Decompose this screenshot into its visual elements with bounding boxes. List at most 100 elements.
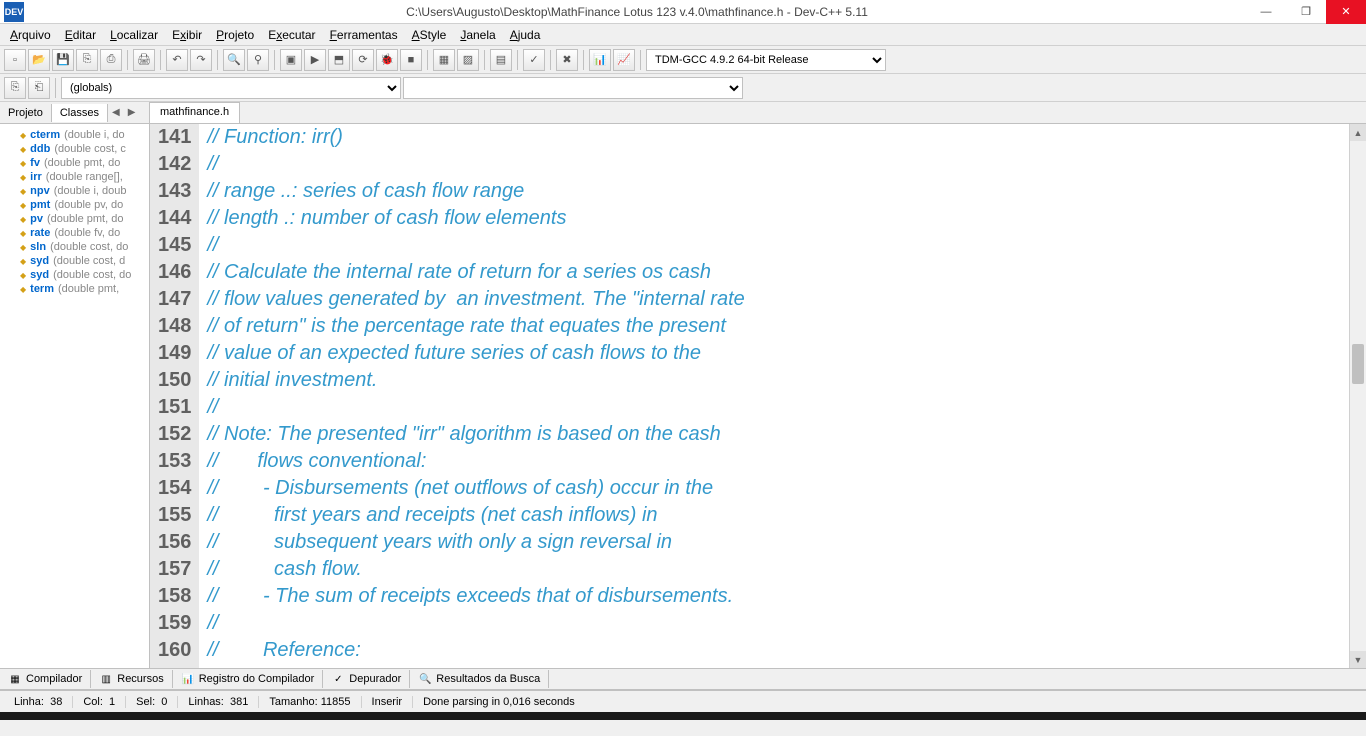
bullet-icon: ◆ bbox=[20, 243, 26, 252]
tab-registro[interactable]: 📊Registro do Compilador bbox=[173, 670, 324, 688]
class-tree[interactable]: ◆ cterm(double i, do◆ ddb(double cost, c… bbox=[0, 124, 149, 668]
stop-icon[interactable]: ■ bbox=[400, 49, 422, 71]
run-icon[interactable]: ▶ bbox=[304, 49, 326, 71]
rebuild-icon[interactable]: ⟳ bbox=[352, 49, 374, 71]
menu-ajuda[interactable]: Ajuda bbox=[504, 26, 547, 44]
tab-compilador[interactable]: ▦Compilador bbox=[0, 670, 91, 688]
tree-item[interactable]: ◆ pv(double pmt, do bbox=[0, 212, 149, 226]
status-tamanho: Tamanho: 11855 bbox=[259, 696, 361, 708]
tree-item[interactable]: ◆ term(double pmt, bbox=[0, 282, 149, 296]
bullet-icon: ◆ bbox=[20, 159, 26, 168]
separator bbox=[583, 50, 584, 70]
status-sel: Sel: 0 bbox=[126, 696, 178, 708]
save-icon[interactable]: 💾 bbox=[52, 49, 74, 71]
globals-select[interactable]: (globals) bbox=[61, 77, 401, 99]
tree-item[interactable]: ◆ syd(double cost, d bbox=[0, 254, 149, 268]
resources-icon: ▥ bbox=[99, 672, 113, 686]
menu-exibir[interactable]: Exibir bbox=[166, 26, 208, 44]
bullet-icon: ◆ bbox=[20, 173, 26, 182]
tree-item[interactable]: ◆ sln(double cost, do bbox=[0, 240, 149, 254]
members-select[interactable] bbox=[403, 77, 743, 99]
tab-resultados[interactable]: 🔍Resultados da Busca bbox=[410, 670, 549, 688]
menu-executar[interactable]: Executar bbox=[262, 26, 321, 44]
code-area[interactable]: // Function: irr()//// range ..: series … bbox=[199, 124, 1366, 668]
menu-janela[interactable]: Janela bbox=[454, 26, 501, 44]
close-button[interactable]: ✕ bbox=[1326, 0, 1366, 24]
tab-projeto[interactable]: Projeto bbox=[0, 104, 52, 122]
menu-bar: Arquivo Editar Localizar Exibir Projeto … bbox=[0, 24, 1366, 46]
taskbar-hint bbox=[0, 712, 1366, 720]
tree-item[interactable]: ◆ syd(double cost, do bbox=[0, 268, 149, 282]
status-col: Col: 1 bbox=[73, 696, 126, 708]
tab-prev-icon[interactable]: ◀ bbox=[108, 105, 124, 120]
save-all-icon[interactable]: ⎘ bbox=[76, 49, 98, 71]
search-icon: 🔍 bbox=[418, 672, 432, 686]
redo-icon[interactable]: ↷ bbox=[190, 49, 212, 71]
tree-item[interactable]: ◆ npv(double i, doub bbox=[0, 184, 149, 198]
tab-classes[interactable]: Classes bbox=[52, 104, 108, 122]
minimize-button[interactable]: — bbox=[1246, 0, 1286, 24]
editor-body[interactable]: 1411421431441451461471481491501511521531… bbox=[150, 124, 1366, 668]
separator bbox=[160, 50, 161, 70]
open-file-icon[interactable]: 📂 bbox=[28, 49, 50, 71]
scroll-thumb[interactable] bbox=[1352, 344, 1364, 384]
bullet-icon: ◆ bbox=[20, 257, 26, 266]
compiler-select[interactable]: TDM-GCC 4.9.2 64-bit Release bbox=[646, 49, 886, 71]
menu-astyle[interactable]: AStyle bbox=[406, 26, 453, 44]
tab-next-icon[interactable]: ▶ bbox=[124, 105, 140, 120]
check-icon[interactable]: ✓ bbox=[523, 49, 545, 71]
tree-item[interactable]: ◆ irr(double range[], bbox=[0, 170, 149, 184]
profile-icon[interactable]: ▦ bbox=[433, 49, 455, 71]
separator bbox=[427, 50, 428, 70]
undo-icon[interactable]: ↶ bbox=[166, 49, 188, 71]
compile-icon[interactable]: ▣ bbox=[280, 49, 302, 71]
bookmark-icon[interactable]: ⎗ bbox=[28, 77, 50, 99]
separator bbox=[640, 50, 641, 70]
menu-localizar[interactable]: Localizar bbox=[104, 26, 164, 44]
tree-item[interactable]: ◆ cterm(double i, do bbox=[0, 128, 149, 142]
tree-item[interactable]: ◆ ddb(double cost, c bbox=[0, 142, 149, 156]
find-icon[interactable]: 🔍 bbox=[223, 49, 245, 71]
status-linha: Linha: 38 bbox=[4, 696, 73, 708]
menu-projeto[interactable]: Projeto bbox=[210, 26, 260, 44]
tree-item[interactable]: ◆ rate(double fv, do bbox=[0, 226, 149, 240]
new-file-icon[interactable]: ▫ bbox=[4, 49, 26, 71]
tree-item[interactable]: ◆ pmt(double pv, do bbox=[0, 198, 149, 212]
separator bbox=[127, 50, 128, 70]
status-bar: Linha: 38 Col: 1 Sel: 0 Linhas: 381 Tama… bbox=[0, 690, 1366, 712]
delete-profile-icon[interactable]: ▨ bbox=[457, 49, 479, 71]
scroll-up-icon[interactable]: ▲ bbox=[1350, 124, 1366, 141]
tab-depurador[interactable]: ✓Depurador bbox=[323, 670, 410, 688]
separator bbox=[55, 78, 56, 98]
sidebar-tabs: Projeto Classes ◀ ▶ bbox=[0, 102, 149, 124]
menu-ferramentas[interactable]: Ferramentas bbox=[324, 26, 404, 44]
main-area: Projeto Classes ◀ ▶ ◆ cterm(double i, do… bbox=[0, 102, 1366, 668]
tab-recursos[interactable]: ▥Recursos bbox=[91, 670, 172, 688]
sidebar: Projeto Classes ◀ ▶ ◆ cterm(double i, do… bbox=[0, 102, 150, 668]
tab-mathfinance[interactable]: mathfinance.h bbox=[150, 102, 240, 123]
line-gutter: 1411421431441451461471481491501511521531… bbox=[150, 124, 199, 668]
menu-arquivo[interactable]: Arquivo bbox=[4, 26, 57, 44]
bullet-icon: ◆ bbox=[20, 131, 26, 140]
maximize-button[interactable]: ❐ bbox=[1286, 0, 1326, 24]
grid-icon: ▦ bbox=[8, 672, 22, 686]
bullet-icon: ◆ bbox=[20, 201, 26, 210]
goto-icon[interactable]: ⎘ bbox=[4, 77, 26, 99]
vertical-scrollbar[interactable]: ▲ ▼ bbox=[1349, 124, 1366, 668]
status-mode: Inserir bbox=[362, 696, 414, 708]
new-class-icon[interactable]: ▤ bbox=[490, 49, 512, 71]
cancel-icon[interactable]: ✖ bbox=[556, 49, 578, 71]
chart-icon[interactable]: 📊 bbox=[589, 49, 611, 71]
menu-editar[interactable]: Editar bbox=[59, 26, 102, 44]
check-icon: ✓ bbox=[331, 672, 345, 686]
bullet-icon: ◆ bbox=[20, 187, 26, 196]
editor-area: mathfinance.h 14114214314414514614714814… bbox=[150, 102, 1366, 668]
debug-icon[interactable]: 🐞 bbox=[376, 49, 398, 71]
chart2-icon[interactable]: 📈 bbox=[613, 49, 635, 71]
save-as-icon[interactable]: ⎙ bbox=[100, 49, 122, 71]
compile-run-icon[interactable]: ⬒ bbox=[328, 49, 350, 71]
replace-icon[interactable]: ⚲ bbox=[247, 49, 269, 71]
tree-item[interactable]: ◆ fv(double pmt, do bbox=[0, 156, 149, 170]
print-icon[interactable]: 🖨 bbox=[133, 49, 155, 71]
scroll-down-icon[interactable]: ▼ bbox=[1350, 651, 1366, 668]
